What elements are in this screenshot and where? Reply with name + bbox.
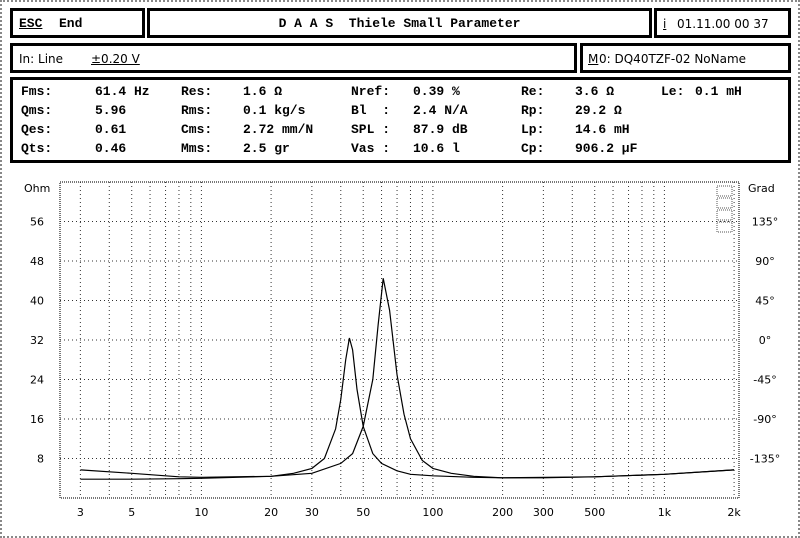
x-tick-label: 50	[356, 506, 370, 519]
param-value: 2.72 mm/N	[243, 122, 314, 137]
param-label: Lp:	[521, 122, 545, 137]
param-value: 1.6 Ω	[243, 84, 283, 99]
param-value: 3.6 Ω	[575, 84, 615, 99]
parameters-panel: Fms: 61.4 Hz Res: 1.6 Ω Nref: 0.39 % Re: 3.6 Ω L…	[10, 77, 791, 163]
y2-tick-label: -135°	[750, 453, 780, 466]
param-label: Le:	[661, 84, 685, 99]
y-tick-label: 40	[30, 295, 44, 308]
y-tick-label: 48	[30, 255, 44, 268]
param-label: Re:	[521, 84, 545, 99]
info-key: i	[663, 17, 667, 31]
x-tick-label: 2k	[727, 506, 741, 519]
param-value: 14.6 mH	[575, 122, 630, 137]
x-tick-label: 30	[305, 506, 319, 519]
param-label: Rp:	[521, 103, 545, 118]
y-axis-label: Ohm	[24, 182, 50, 195]
y-tick-label: 8	[37, 453, 44, 466]
param-label: Nref:	[351, 84, 391, 99]
esc-end-button[interactable]: ESC End	[10, 8, 145, 38]
x-tick-label: 3	[77, 506, 84, 519]
model-key: M	[588, 52, 599, 66]
param-value: 0.46	[95, 141, 127, 156]
input-box[interactable]: In: Line ±0.20 V	[10, 43, 577, 73]
curve-toggle-button[interactable]	[716, 197, 733, 209]
param-label: Cp:	[521, 141, 545, 156]
x-tick-label: 5	[128, 506, 135, 519]
x-tick-label: 500	[584, 506, 605, 519]
param-value: 2.5 gr	[243, 141, 290, 156]
input-range: ±0.20 V	[91, 52, 140, 66]
impedance-curve-2	[80, 337, 735, 480]
param-value: 0.1 kg/s	[243, 103, 306, 118]
param-label: Bl :	[351, 103, 391, 118]
y2-axis-label: Grad	[748, 182, 775, 195]
title-bar: D A A S Thiele Small Parameter	[147, 8, 652, 38]
param-label: SPL :	[351, 122, 391, 137]
x-tick-label: 1k	[658, 506, 672, 519]
param-label: Qms:	[21, 103, 53, 118]
curve-toggle-button[interactable]	[716, 221, 733, 233]
esc-key: ESC	[19, 16, 43, 31]
input-label: In: Line	[19, 52, 64, 66]
x-tick-label: 200	[492, 506, 513, 519]
y-tick-label: 56	[30, 216, 44, 229]
param-label: Rms:	[181, 103, 213, 118]
end-label: End	[59, 16, 83, 31]
y-tick-label: 16	[30, 413, 44, 426]
model-name: 0: DQ40TZF-02 NoName	[599, 52, 747, 66]
param-label: Vas :	[351, 141, 391, 156]
param-value: 29.2 Ω	[575, 103, 622, 118]
param-label: Mms:	[181, 141, 213, 156]
curve-toggle-button[interactable]	[716, 185, 733, 197]
param-value: 87.9 dB	[413, 122, 468, 137]
param-value: 61.4 Hz	[95, 84, 150, 99]
x-tick-label: 20	[264, 506, 278, 519]
model-box[interactable]: M 0: DQ40TZF-02 NoName	[580, 43, 791, 73]
y2-tick-label: -45°	[753, 374, 776, 387]
page-title: D A A S Thiele Small Parameter	[278, 16, 521, 31]
x-tick-label: 300	[533, 506, 554, 519]
param-value: 906.2 µF	[575, 141, 638, 156]
param-label: Cms:	[181, 122, 213, 137]
curve-toggle-button[interactable]	[716, 209, 733, 221]
y2-tick-label: -90°	[753, 413, 776, 426]
y-tick-label: 24	[30, 374, 44, 387]
param-value: 2.4 N/A	[413, 103, 468, 118]
y2-tick-label: 45°	[755, 295, 775, 308]
param-value: 0.1 mH	[695, 84, 742, 99]
x-tick-label: 10	[194, 506, 208, 519]
datetime: 01.11.00 00 37	[677, 17, 769, 31]
param-value: 5.96	[95, 103, 127, 118]
param-value: 0.61	[95, 122, 127, 137]
param-label: Fms:	[21, 84, 53, 99]
param-value: 0.39 %	[413, 84, 460, 99]
y2-tick-label: 90°	[755, 255, 775, 268]
param-value: 10.6 l	[413, 141, 460, 156]
x-tick-label: 100	[422, 506, 443, 519]
y2-tick-label: 135°	[752, 216, 779, 229]
info-box[interactable]: i 01.11.00 00 37	[654, 8, 791, 38]
y2-tick-label: 0°	[759, 334, 772, 347]
y-tick-label: 32	[30, 334, 44, 347]
param-label: Res:	[181, 84, 213, 99]
param-label: Qts:	[21, 141, 53, 156]
param-label: Qes:	[21, 122, 53, 137]
plot-area	[59, 181, 740, 499]
